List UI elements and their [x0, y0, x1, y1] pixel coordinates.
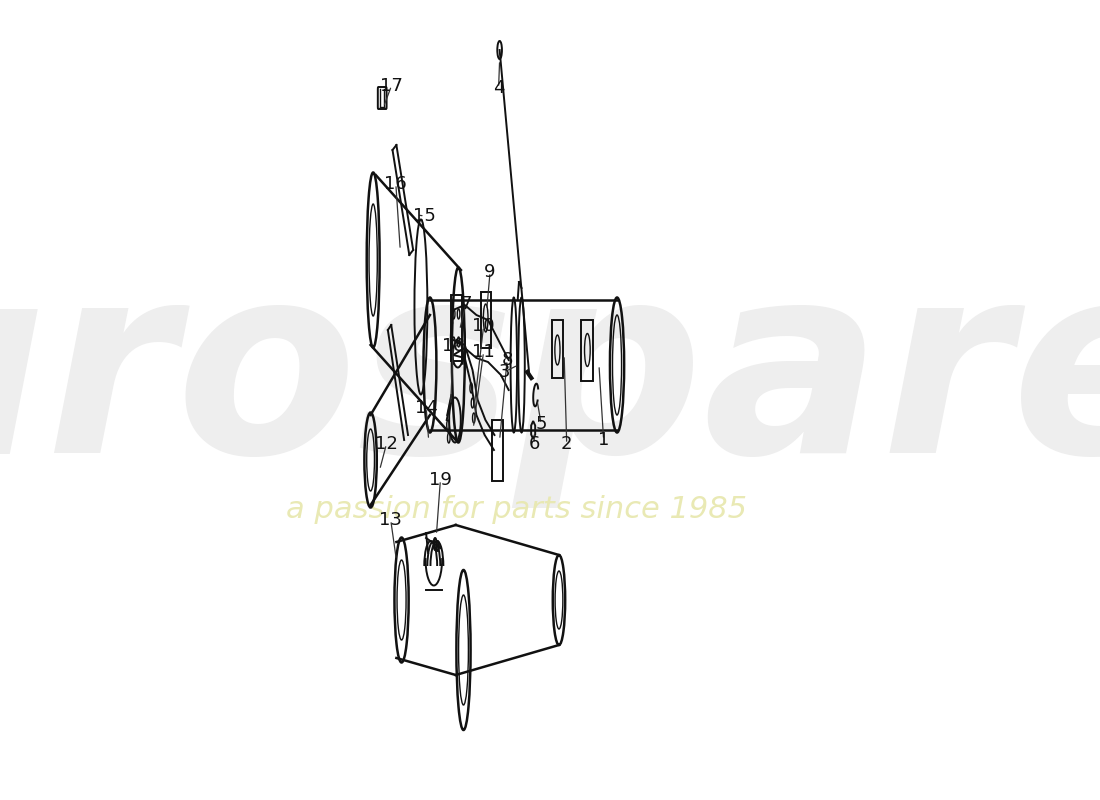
Text: 11: 11 [472, 343, 495, 361]
Text: 13: 13 [379, 511, 403, 529]
Text: 4: 4 [493, 79, 504, 97]
Text: 12: 12 [375, 435, 398, 453]
Text: 2: 2 [561, 435, 572, 453]
Text: 1: 1 [598, 431, 609, 449]
Text: 9: 9 [484, 263, 496, 281]
Text: 14: 14 [415, 399, 438, 417]
Text: eurospares: eurospares [0, 252, 1100, 508]
Text: 6: 6 [528, 435, 540, 453]
Text: 8: 8 [502, 351, 513, 369]
Text: 7: 7 [460, 295, 472, 313]
Text: 16: 16 [385, 175, 407, 193]
Text: 3: 3 [498, 363, 510, 381]
Text: 17: 17 [381, 77, 403, 94]
Text: 19: 19 [429, 471, 452, 489]
Text: 18: 18 [442, 338, 464, 355]
Text: 15: 15 [414, 207, 437, 225]
Text: a passion for parts since 1985: a passion for parts since 1985 [286, 495, 747, 525]
Text: 5: 5 [536, 415, 547, 433]
Text: 10: 10 [472, 318, 495, 335]
